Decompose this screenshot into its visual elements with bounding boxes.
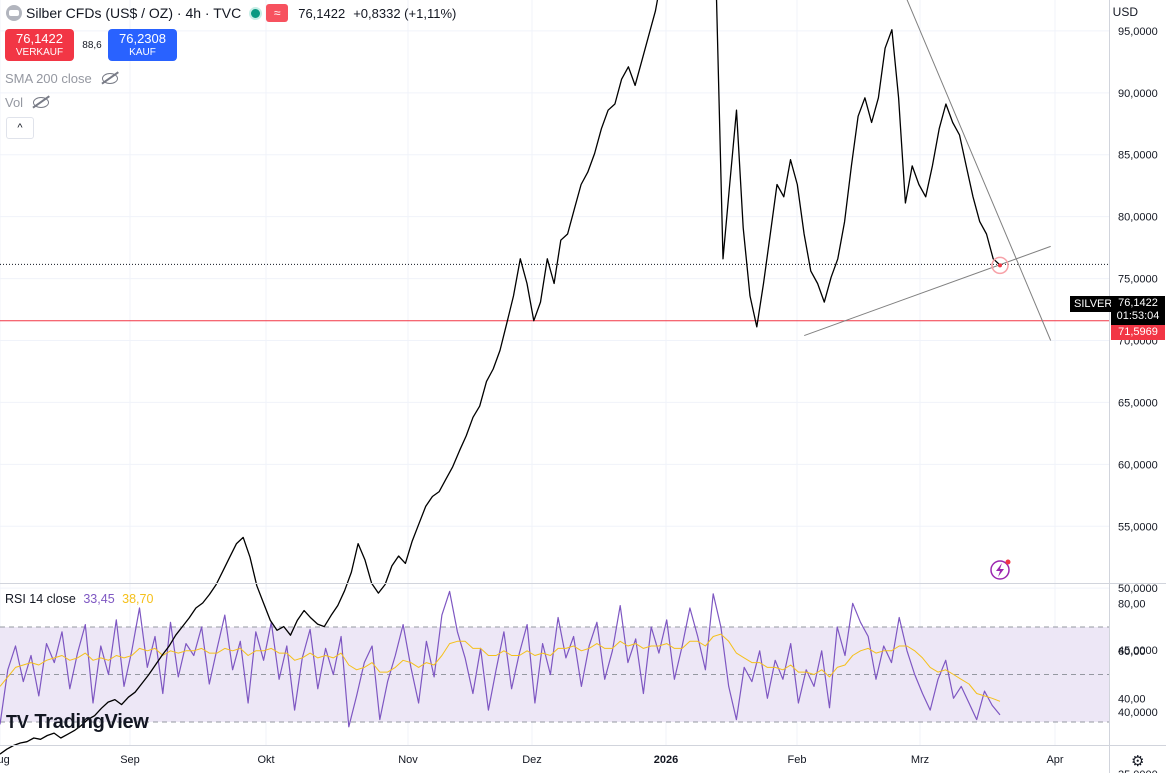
rsi-ma-line bbox=[0, 633, 1001, 702]
price-pane bbox=[0, 0, 1109, 755]
sell-price: 76,1422 bbox=[16, 31, 63, 46]
x-tick-label: Apr bbox=[1046, 754, 1063, 766]
rsi-value: 33,45 bbox=[83, 592, 115, 606]
x-tick-label: Okt bbox=[257, 754, 274, 766]
market-open-icon bbox=[249, 6, 263, 20]
y-tick-label: 90,0000 bbox=[1118, 88, 1158, 100]
tradingview-logo[interactable]: TV TradingView bbox=[6, 711, 149, 734]
header-price: 76,1422 bbox=[298, 5, 346, 21]
approximate-badge-icon[interactable]: ≈ bbox=[266, 4, 289, 22]
sell-label: VERKAUF bbox=[15, 47, 64, 58]
y-tick-label: 65,0000 bbox=[1118, 397, 1158, 409]
flash-icon bbox=[990, 560, 1010, 580]
y-tick-label: 95,0000 bbox=[1118, 26, 1158, 38]
symbol-icon[interactable] bbox=[6, 5, 22, 21]
rsi-y-tick-label: 60,00 bbox=[1118, 646, 1146, 658]
horizontal-line-price-label: 71,5969 bbox=[1111, 325, 1165, 340]
horizontal-gridlines bbox=[0, 30, 1109, 713]
x-tick-label: Dez bbox=[522, 754, 542, 766]
x-tick-label: Sep bbox=[120, 754, 140, 766]
x-tick-label: Mrz bbox=[911, 754, 929, 766]
alert-marker-dot bbox=[998, 263, 1002, 268]
rsi-line bbox=[0, 590, 1001, 728]
resistance-trendline bbox=[906, 0, 1052, 341]
vol-indicator-label: Vol bbox=[5, 95, 24, 110]
y-tick-label: 85,0000 bbox=[1118, 150, 1158, 162]
rsi-legend[interactable]: RSI 14 close 33,45 38,70 bbox=[5, 592, 153, 606]
rsi-y-tick-label: 40,00 bbox=[1118, 693, 1146, 705]
rsi-pane bbox=[0, 590, 1109, 728]
rsi-label: RSI 14 close bbox=[5, 592, 76, 606]
vol-indicator-row[interactable]: Vol bbox=[5, 95, 50, 110]
buy-label: KAUF bbox=[129, 47, 156, 58]
gear-icon[interactable]: ⚙ bbox=[1131, 753, 1145, 770]
rsi-y-tick-label: 80,00 bbox=[1118, 598, 1146, 610]
last-price-value: 76,1422 bbox=[1118, 297, 1158, 309]
eye-hidden-icon[interactable] bbox=[33, 97, 50, 108]
buy-button[interactable]: 76,2308 KAUF bbox=[108, 29, 177, 61]
price-line bbox=[0, 0, 1001, 755]
sell-button[interactable]: 76,1422 VERKAUF bbox=[5, 29, 74, 61]
x-tick-label: Nov bbox=[398, 754, 418, 766]
sma-indicator-label: SMA 200 close bbox=[5, 71, 92, 86]
y-tick-label: 35,0000 bbox=[1118, 769, 1158, 773]
eye-hidden-icon[interactable] bbox=[101, 73, 118, 84]
tradingview-logo-text: TradingView bbox=[34, 711, 149, 733]
last-price-label: 76,1422 01:53:04 bbox=[1111, 296, 1165, 326]
bar-countdown: 01:53:04 bbox=[1116, 310, 1160, 322]
buy-price: 76,2308 bbox=[119, 31, 166, 46]
alert-marker-icon bbox=[991, 256, 1009, 275]
spread-value: 88,6 bbox=[82, 40, 102, 51]
y-tick-label: 75,0000 bbox=[1118, 274, 1158, 286]
header-change: +0,8332 (+1,11%) bbox=[353, 5, 457, 21]
y-tick-label: 55,0000 bbox=[1118, 521, 1158, 533]
rsi-ma-value: 38,70 bbox=[122, 592, 154, 606]
vertical-gridlines bbox=[0, 0, 1056, 745]
y-tick-label: 50,0000 bbox=[1118, 583, 1158, 595]
tradingview-logo-icon: TV bbox=[6, 712, 29, 732]
collapse-indicators-button[interactable]: ^ bbox=[6, 117, 34, 139]
chart-header: Silber CFDs (US$ / OZ) · 4h · TVC ≈ 76,1… bbox=[0, 0, 456, 26]
symbol-title[interactable]: Silber CFDs (US$ / OZ) · 4h · TVC bbox=[26, 5, 242, 21]
flash-notification-dot bbox=[1005, 559, 1011, 565]
symbol-tag: SILVER bbox=[1070, 296, 1117, 312]
flash-bolt-icon bbox=[996, 563, 1004, 577]
support-trendline bbox=[804, 245, 1051, 337]
x-tick-label: Feb bbox=[788, 754, 807, 766]
y-tick-label: 60,0000 bbox=[1118, 459, 1158, 471]
x-tick-label: Aug bbox=[0, 754, 10, 766]
x-tick-label: 2026 bbox=[654, 754, 678, 766]
y-tick-label: 40,0000 bbox=[1118, 707, 1158, 719]
y-tick-label: 80,0000 bbox=[1118, 212, 1158, 224]
currency-selector[interactable]: USD bbox=[1112, 5, 1138, 19]
sma-indicator-row[interactable]: SMA 200 close bbox=[5, 71, 118, 86]
y-tick-label: 45,0000 bbox=[1118, 645, 1158, 657]
